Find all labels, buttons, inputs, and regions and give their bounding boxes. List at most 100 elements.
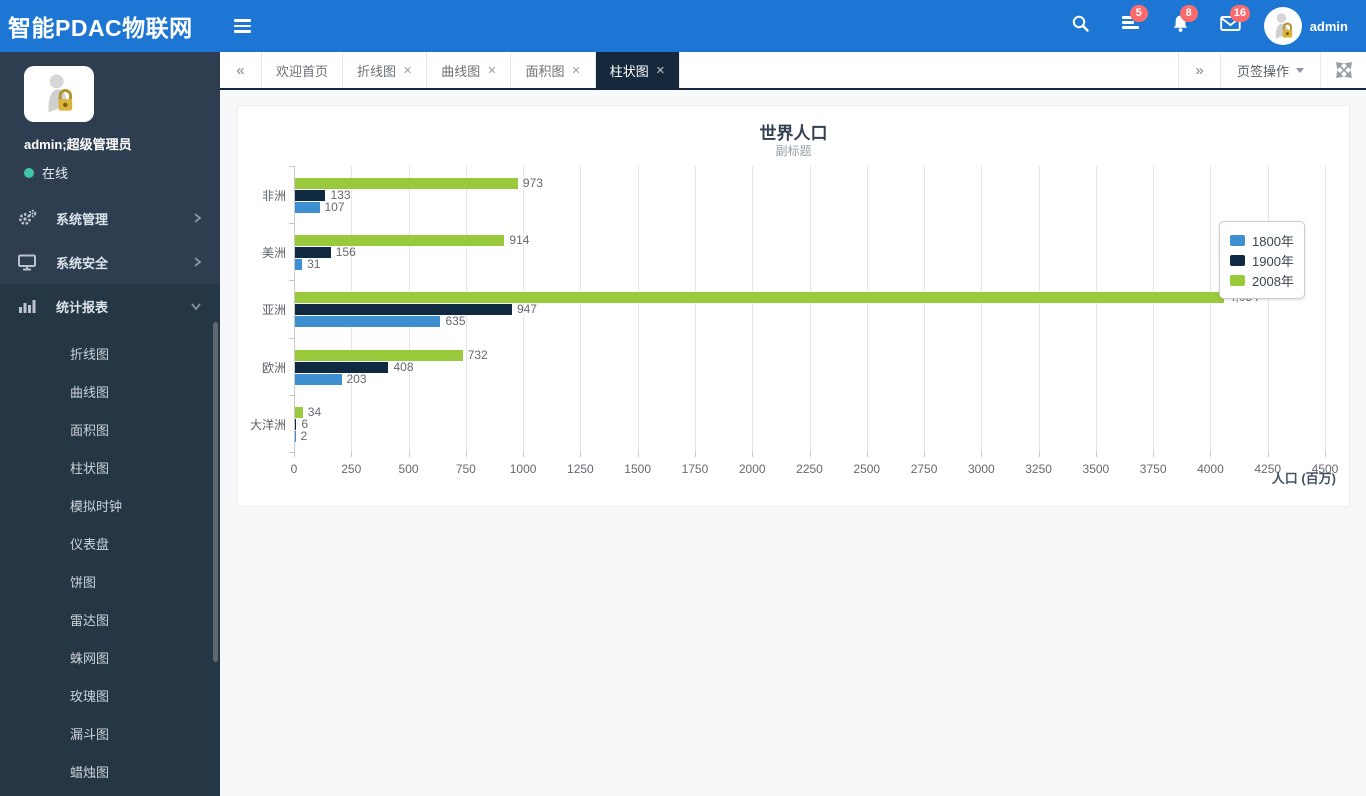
bar-value-label: 947 [517,303,537,316]
gridline [1096,166,1097,452]
sidebar-item-bar-chart[interactable]: 柱状图 [0,450,220,488]
online-status: 在线 [24,163,220,182]
header-username[interactable]: admin [1310,19,1348,34]
x-axis-tick-label: 2500 [853,462,880,476]
x-axis-tick-label: 500 [399,462,419,476]
tab-area-chart[interactable]: 面积图 ✕ [511,52,595,88]
bar-segment-1900年[interactable] [295,190,325,201]
bar-segment-2008年[interactable] [295,292,1224,303]
close-icon[interactable]: ✕ [403,64,412,77]
close-icon[interactable]: ✕ [572,64,581,77]
sidebar-username: admin;超级管理员 [24,134,220,153]
tab-label: 曲线图 [441,61,480,80]
sidebar-item-line-chart[interactable]: 折线图 [0,336,220,374]
x-axis-tick-label: 1750 [682,462,709,476]
bar-value-label: 732 [468,349,488,362]
tab-operations-dropdown[interactable]: 页签操作 [1220,52,1320,88]
bar-chart-icon [18,298,38,314]
legend-label: 1900年 [1252,251,1294,270]
bar-segment-1900年[interactable] [295,419,296,430]
sidebar-item-radar-chart[interactable]: 雷达图 [0,602,220,640]
gridline [1325,166,1326,452]
y-axis-tick [289,223,294,224]
tab-label: 面积图 [525,61,564,80]
gridline [1039,166,1040,452]
search-icon [1071,14,1090,38]
bar-segment-1900年[interactable] [295,362,388,373]
x-axis-tick [351,452,352,457]
x-axis-tick-label: 2250 [796,462,823,476]
close-icon[interactable]: ✕ [487,64,496,77]
user-avatar[interactable] [1264,7,1302,45]
bar-value-label: 34 [308,406,321,419]
sidebar-scrollbar[interactable] [213,322,218,662]
sidebar-item-spider-chart[interactable]: 蛛网图 [0,640,220,678]
y-axis-tick [289,166,294,167]
fullscreen-button[interactable] [1320,52,1366,88]
tab-line-chart[interactable]: 折线图 ✕ [343,52,427,88]
sidebar-toggle-button[interactable] [234,16,260,36]
main-area: « 欢迎首页 折线图 ✕ 曲线图 ✕ 面积图 ✕ 柱状图 ✕ » 页签操作 [220,52,1366,768]
sidebar-item-pie-chart[interactable]: 饼图 [0,564,220,602]
tab-label: 欢迎首页 [276,61,328,80]
x-axis-tick [638,452,639,457]
legend-item-2008[interactable]: 2008年 [1230,271,1294,289]
legend-item-1800[interactable]: 1800年 [1230,231,1294,249]
sidebar-item-analog-clock[interactable]: 模拟时钟 [0,488,220,526]
bar-segment-1800年[interactable] [295,259,302,270]
x-axis-tick-label: 3750 [1140,462,1167,476]
x-axis-tick [867,452,868,457]
gridline [1268,166,1269,452]
y-axis-category-label: 大洋洲 [230,418,286,432]
sidebar-item-system-security[interactable]: 系统安全 [0,240,220,284]
tabs-scroll-left-button[interactable]: « [220,52,262,88]
sidebar-item-rose-chart[interactable]: 玫瑰图 [0,678,220,716]
bar-segment-2008年[interactable] [295,178,518,189]
bar-segment-2008年[interactable] [295,235,504,246]
notifications-badge: 8 [1180,5,1198,22]
sidebar-item-label: 系统安全 [56,253,193,272]
sidebar-item-statistics-reports[interactable]: 统计报表 [0,284,220,328]
legend-item-1900[interactable]: 1900年 [1230,251,1294,269]
chart-subtitle: 副标题 [238,142,1349,159]
sidebar-section-reports: 统计报表 折线图 曲线图 面积图 柱状图 模拟时钟 仪表盘 饼图 雷达图 蛛网图… [0,284,220,796]
caret-down-icon [1296,68,1304,73]
x-axis-tick [1325,452,1326,457]
notifications-button[interactable]: 8 [1164,9,1198,43]
sidebar-item-area-chart[interactable]: 面积图 [0,412,220,450]
x-axis-tick [1039,452,1040,457]
search-button[interactable] [1064,9,1098,43]
sidebar-user-panel: admin;超级管理员 在线 [0,52,220,196]
y-axis-tick [289,280,294,281]
bar-segment-1800年[interactable] [295,431,296,442]
tasks-button[interactable]: 5 [1114,9,1148,43]
bar-segment-2008年[interactable] [295,350,463,361]
x-axis-tick-label: 250 [341,462,361,476]
sidebar-item-curve-chart[interactable]: 曲线图 [0,374,220,412]
sidebar-avatar[interactable] [24,66,94,122]
tab-label: 折线图 [357,61,396,80]
sidebar-item-funnel-chart[interactable]: 漏斗图 [0,716,220,754]
bar-segment-1800年[interactable] [295,374,342,385]
tabs-scroll-right-button[interactable]: » [1178,52,1220,88]
gridline [924,166,925,452]
x-axis-tick [466,452,467,457]
bar-value-label: 635 [445,315,465,328]
x-axis-tick [409,452,410,457]
bar-segment-1800年[interactable] [295,316,440,327]
bar-segment-1900年[interactable] [295,304,512,315]
bar-segment-1800年[interactable] [295,202,320,213]
tab-home[interactable]: 欢迎首页 [262,52,343,88]
tab-curve-chart[interactable]: 曲线图 ✕ [427,52,511,88]
x-axis-tick-label: 3000 [968,462,995,476]
tab-operations-label: 页签操作 [1237,61,1289,80]
sidebar-item-gauge[interactable]: 仪表盘 [0,526,220,564]
close-icon[interactable]: ✕ [656,64,665,77]
messages-button[interactable]: 16 [1214,9,1248,43]
y-axis-tick [289,338,294,339]
sidebar-item-system-management[interactable]: 系统管理 [0,196,220,240]
tab-bar-chart-active[interactable]: 柱状图 ✕ [596,52,680,88]
x-axis-name: 人口 (百万) [1272,468,1336,487]
sidebar-item-candlestick-chart[interactable]: 蜡烛图 [0,754,220,792]
legend-label: 1800年 [1252,231,1294,250]
